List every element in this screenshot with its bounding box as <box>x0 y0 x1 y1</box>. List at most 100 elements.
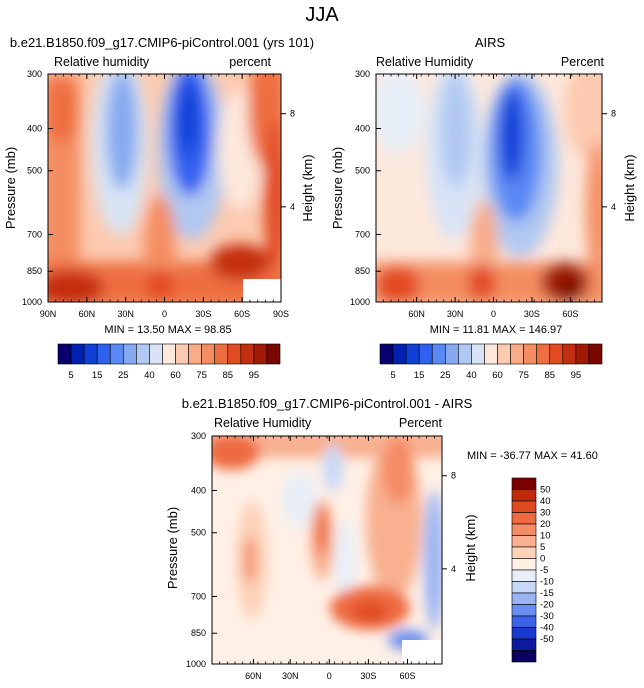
y-tick-label: 300 <box>191 431 206 441</box>
colorbar-swatch <box>511 569 537 582</box>
panel-title: b.e21.B1850.f09_g17.CMIP6-piControl.001 … <box>10 35 314 50</box>
missing-data-region <box>402 640 442 664</box>
moist-bias-topleft <box>212 436 260 470</box>
y-tick-label: 500 <box>27 166 42 176</box>
colorbar-swatch <box>162 343 176 365</box>
x-tick-label: 30N <box>117 309 134 319</box>
x-tick: 0 <box>491 74 496 319</box>
colorbar-swatch <box>484 343 498 365</box>
colorbar-label: 15 <box>414 370 425 381</box>
colorbar-label: 20 <box>540 519 551 530</box>
colorbar-swatch <box>511 615 537 628</box>
x-tick: 30S <box>360 436 376 681</box>
colorbar-label: 25 <box>440 370 451 381</box>
colorbar-swatch <box>57 343 72 365</box>
y-tick: 700 <box>355 229 381 239</box>
x-tick: 60N <box>408 74 425 319</box>
x-tick-label: 0 <box>327 671 332 681</box>
y-tick-label: 400 <box>27 123 42 133</box>
x-tick: 60N <box>245 436 262 681</box>
colorbar-label: 30 <box>540 508 551 519</box>
moist-right-edge <box>264 120 281 280</box>
colorbar-swatch <box>511 523 537 536</box>
y2-axis-label: Height (km) <box>622 154 637 221</box>
colorbar-swatch <box>497 343 511 365</box>
panel-airs: AIRS Relative Humidity Percent <box>330 35 637 381</box>
colorbar-swatch <box>511 604 537 617</box>
dry-core-30n <box>106 74 138 190</box>
x-tick-label: 60N <box>408 309 425 319</box>
colorbar-swatch <box>588 343 603 365</box>
y2-axis-label: Height (km) <box>463 514 478 581</box>
colorbar-swatch <box>214 343 229 365</box>
y2-tick-label: 4 <box>451 564 456 574</box>
y-tick: 500 <box>191 528 217 538</box>
y-axis-ticks: 300 400 500 700 850 1000 <box>186 431 217 669</box>
colorbar-swatch <box>536 343 551 365</box>
colorbar-label: 60 <box>170 370 181 381</box>
dry-min-subtropic <box>178 80 198 156</box>
y2-tick-label: 8 <box>611 109 616 119</box>
y-tick: 850 <box>27 266 53 276</box>
x-tick: 30N <box>447 74 463 319</box>
y-tick: 500 <box>355 166 381 176</box>
colorbar-swatch <box>511 535 537 548</box>
contour-field <box>48 74 281 302</box>
moist-bias-equator-core <box>316 504 328 556</box>
panel-left-label: Relative humidity <box>54 55 150 69</box>
colorbar-label: 40 <box>466 370 477 381</box>
panel-difference: b.e21.B1850.f09_g17.CMIP6-piControl.001 … <box>165 396 598 681</box>
colorbar-swatch <box>379 343 394 365</box>
colorbar: 5 15 25 40 60 75 85 95 <box>379 343 603 381</box>
y2-tick: 8 <box>442 471 456 481</box>
x-tick-label: 0 <box>162 309 167 319</box>
y2-axis-ticks: 84 <box>280 74 295 302</box>
x-tick-label: 60N <box>245 671 262 681</box>
colorbar-label: -15 <box>540 588 554 599</box>
y-tick: 700 <box>27 229 53 239</box>
x-axis-ticks: 60N 30N 0 30S 60S <box>219 436 435 681</box>
colorbar-label: 85 <box>544 370 555 381</box>
panel-left-label: Relative Humidity <box>214 416 312 430</box>
panel-left-label: Relative Humidity <box>376 55 474 69</box>
y-tick: 700 <box>191 591 217 601</box>
y-tick-label: 500 <box>355 166 370 176</box>
y2-tick: 8 <box>281 109 295 119</box>
y-tick-label: 300 <box>27 69 42 79</box>
dry-bias-30n <box>282 472 318 528</box>
colorbar: 5 15 25 40 60 75 85 95 <box>57 343 281 381</box>
y-tick-label: 700 <box>355 229 370 239</box>
x-tick-label: 60S <box>399 671 415 681</box>
y-tick: 400 <box>355 123 381 133</box>
boundary-core-left <box>48 270 104 302</box>
moist-bias-north-core <box>244 536 256 584</box>
y-axis-label: Pressure (mb) <box>165 507 180 589</box>
y-tick: 300 <box>27 69 53 79</box>
panel-right-label: Percent <box>561 55 605 69</box>
colorbar-swatch <box>471 343 485 365</box>
colorbar-label: 15 <box>92 370 103 381</box>
boundary-core-south <box>210 244 270 280</box>
colorbar-label: 95 <box>571 370 582 381</box>
colorbar-swatch <box>511 581 537 594</box>
boundary-core-left <box>376 267 420 302</box>
colorbar-swatch <box>149 343 163 365</box>
boundary-core-itcz <box>146 268 174 300</box>
x-tick-label: 30S <box>360 671 376 681</box>
colorbar-swatch <box>510 343 524 365</box>
y-tick: 1000 <box>22 297 53 307</box>
y2-tick-label: 4 <box>290 202 295 212</box>
panel-right-label: percent <box>229 55 271 69</box>
y2-tick: 8 <box>602 109 616 119</box>
colorbar-swatch <box>122 343 137 365</box>
colorbar-swatch <box>562 343 577 365</box>
x-tick-label: 60S <box>234 309 250 319</box>
y-tick-label: 1000 <box>22 297 42 307</box>
colorbar-swatch <box>188 343 202 365</box>
neutral-bias-bottom <box>212 648 365 664</box>
colorbar-label: 60 <box>492 370 503 381</box>
moist-bias-south-core <box>382 436 414 504</box>
x-tick: 60S <box>399 436 416 681</box>
colorbar-swatch <box>392 343 407 365</box>
colorbar-swatch <box>227 343 242 365</box>
